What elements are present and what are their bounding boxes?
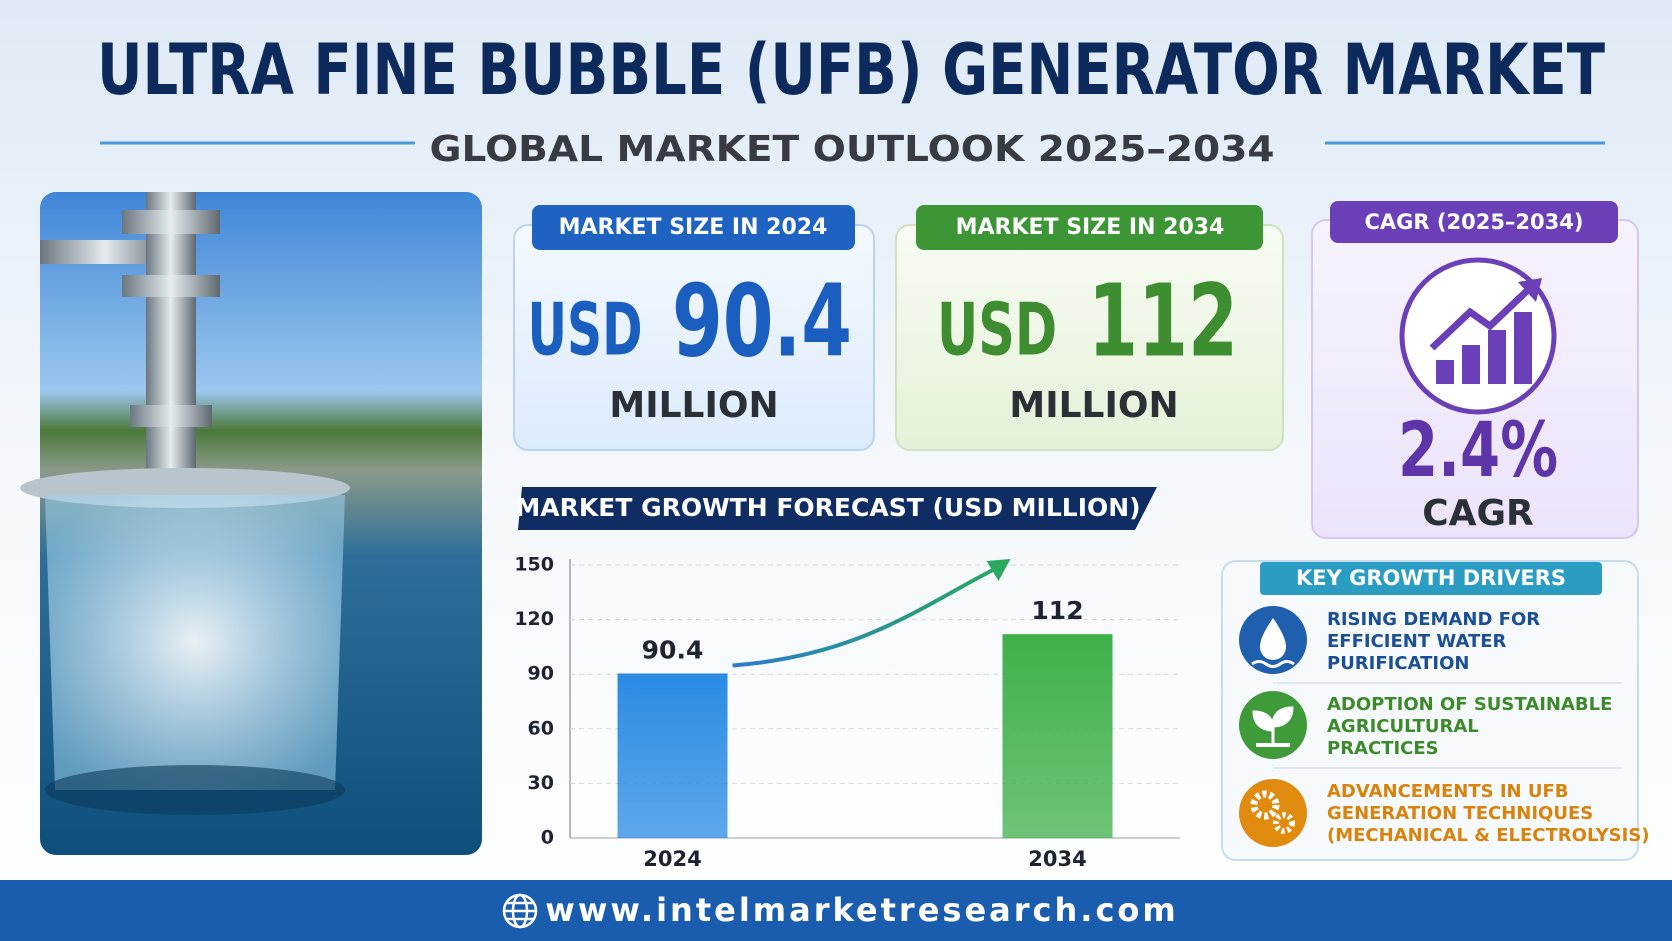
card-unit: MILLION [1009,385,1178,426]
footer-bar [0,880,1672,941]
driver-text: RISING DEMAND FOR [1327,609,1540,630]
driver-text: ADOPTION OF SUSTAINABLE [1327,694,1612,715]
cagr-caption: CAGR [1422,493,1534,534]
driver-text: AGRICULTURAL [1327,716,1479,737]
driver-text: GENERATION TECHNIQUES [1327,803,1593,824]
driver-text: PURIFICATION [1327,653,1469,674]
driver-icon [1239,779,1307,847]
trend-arrow [732,563,1004,668]
photo [20,192,482,855]
card-unit: MILLION [609,385,778,426]
cagr-value: 2.4% [1398,405,1558,494]
globe-icon [502,893,538,929]
driver-icon [1239,606,1307,674]
title: ULTRA FINE BUBBLE (UFB) GENERATOR MARKET [97,29,1605,111]
data-label: 90.4 [642,635,704,664]
card-currency: USD [528,288,643,372]
y-tick-label: 150 [514,554,554,576]
driver-text: (MECHANICAL & ELECTROLYSIS) [1327,825,1650,846]
drivers-panel [1221,560,1639,861]
drivers-title: KEY GROWTH DRIVERS [1296,566,1566,590]
card-label: MARKET SIZE IN 2024 [559,215,828,240]
chart-title-bg [518,487,1157,530]
card-label: MARKET SIZE IN 2034 [956,215,1225,240]
subtitle: GLOBAL MARKET OUTLOOK 2025–2034 [430,129,1275,170]
y-tick-label: 120 [514,608,554,630]
data-label: 112 [1031,596,1083,625]
bar-chart: 0 30 60 90 120 150 2024 90.4 2034 112 [514,554,1180,871]
y-tick-label: 30 [528,772,554,794]
bar [1002,634,1113,838]
card-label-bg [916,205,1263,250]
driver-text: PRACTICES [1327,738,1439,759]
footer-url: www.intelmarketresearch.com [545,891,1178,929]
driver-text: ADVANCEMENTS IN UFB [1327,781,1569,802]
growth-icon [1399,257,1557,415]
driver-icon [1239,691,1307,759]
x-tick-label: 2034 [1028,847,1086,871]
x-tick-label: 2024 [643,847,701,871]
y-tick-label: 90 [528,663,554,685]
bar [617,673,728,838]
trend-arrowhead [986,559,1011,581]
card-label: CAGR (2025–2034) [1365,210,1584,234]
drivers-title-bg [1260,562,1602,595]
driver-text: EFFICIENT WATER [1327,631,1507,652]
card-value: 90.4 [672,262,852,379]
y-tick-label: 60 [528,717,554,739]
card-currency: USD [937,288,1057,372]
card-label-bg [1330,201,1618,243]
chart-title: MARKET GROWTH FORECAST (USD MILLION) [515,493,1140,522]
y-tick-label: 0 [541,827,554,849]
card-label-bg [532,205,855,250]
card-value: 112 [1088,262,1238,379]
